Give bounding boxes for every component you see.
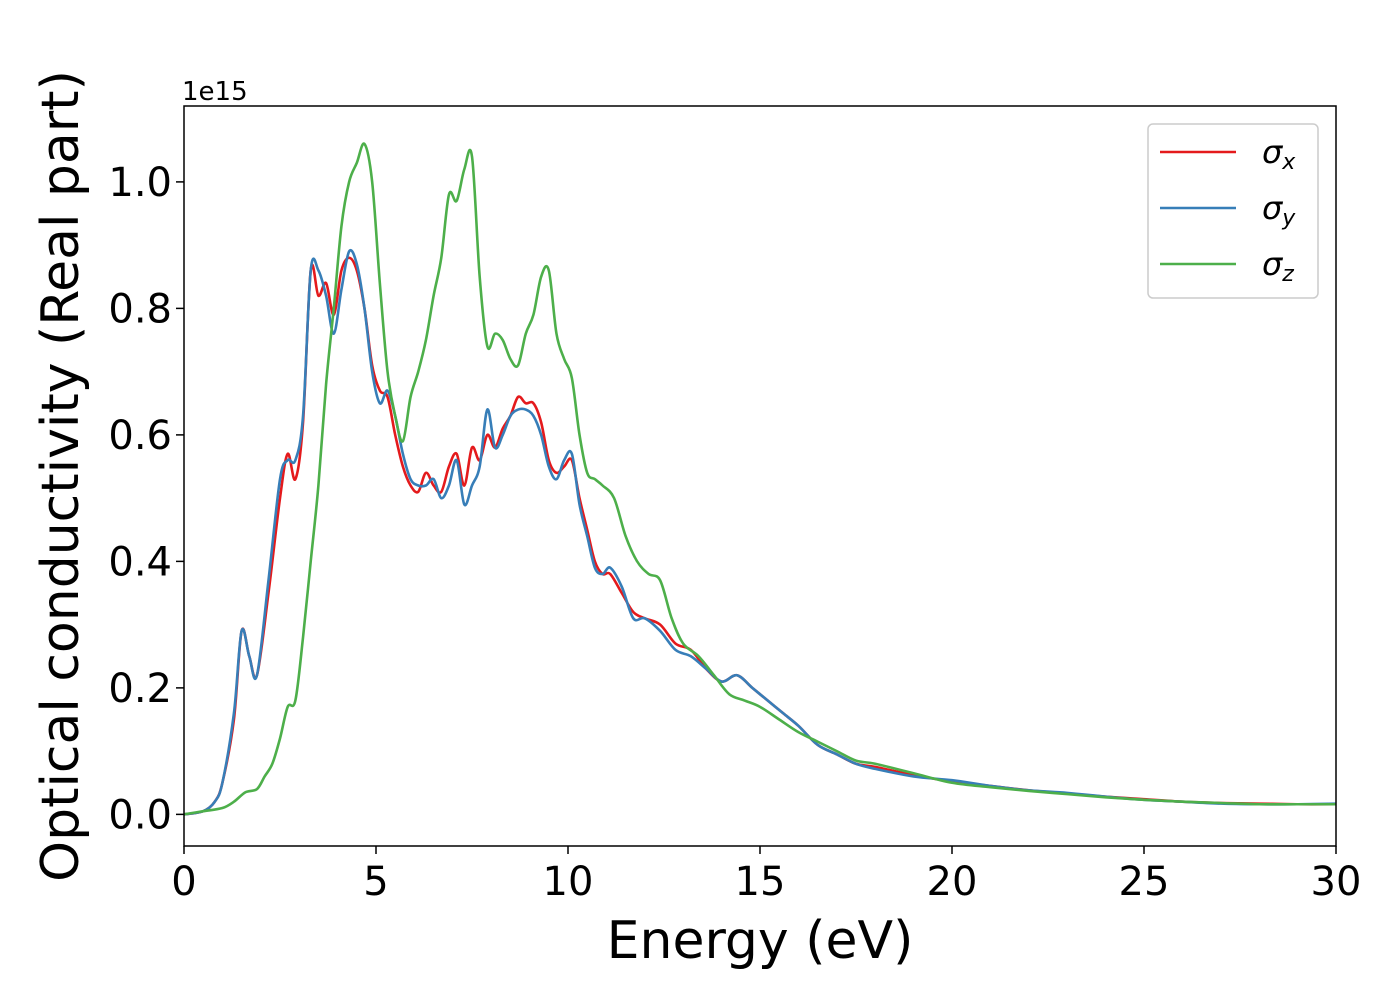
legend-box bbox=[1147, 123, 1319, 299]
x-tick-label: 20 bbox=[927, 859, 978, 905]
x-tick-label: 10 bbox=[543, 859, 594, 905]
x-tick-label: 25 bbox=[1119, 859, 1170, 905]
y-tick-label: 0.2 bbox=[108, 666, 172, 712]
series-line-z bbox=[184, 142, 1336, 816]
y-offset-label: 1e15 bbox=[182, 77, 248, 107]
series-line-x bbox=[184, 256, 1336, 816]
y-axis-title: Optical conductivity (Real part) bbox=[31, 70, 91, 882]
x-tick-label: 30 bbox=[1311, 859, 1362, 905]
y-tick-label: 1.0 bbox=[108, 160, 172, 206]
y-tick-label: 0.0 bbox=[108, 792, 172, 838]
series-line-y bbox=[184, 249, 1336, 816]
y-axis: 0.0 0.2 0.4 0.6 0.8 1.0 bbox=[108, 160, 184, 838]
plot-lines bbox=[184, 142, 1336, 816]
x-axis: 0 5 10 15 20 25 30 bbox=[171, 846, 1361, 905]
x-axis-title: Energy (eV) bbox=[607, 911, 914, 971]
y-tick-label: 0.4 bbox=[108, 539, 172, 585]
x-tick-label: 5 bbox=[363, 859, 388, 905]
x-tick-label: 0 bbox=[171, 859, 196, 905]
x-tick-label: 15 bbox=[735, 859, 786, 905]
y-tick-label: 0.8 bbox=[108, 286, 172, 332]
y-tick-label: 0.6 bbox=[108, 413, 172, 459]
